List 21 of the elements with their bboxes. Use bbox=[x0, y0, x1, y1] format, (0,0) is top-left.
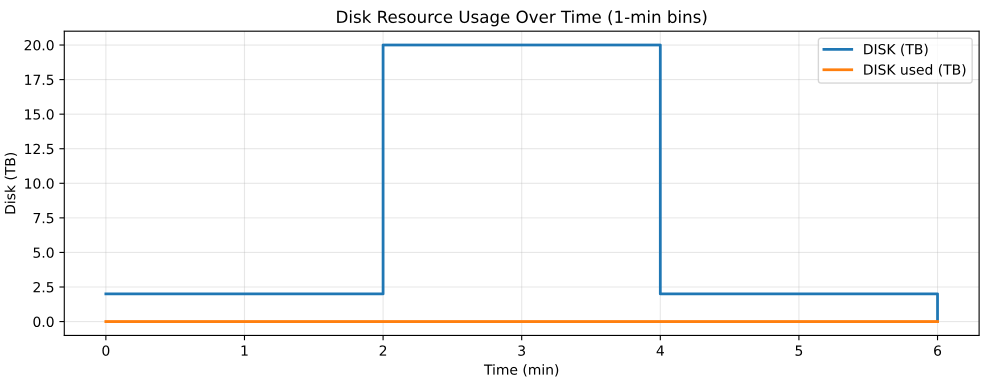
y-tick-label: 7.5 bbox=[34, 213, 54, 224]
x-axis-title: Time (min) bbox=[484, 364, 558, 377]
y-tick-label: 15.0 bbox=[25, 109, 54, 120]
y-tick-label: 2.5 bbox=[33, 282, 54, 292]
x-tick-label: 1 bbox=[242, 346, 248, 356]
x-tick-label: 5 bbox=[796, 346, 802, 356]
y-tick-label: 20.0 bbox=[24, 40, 54, 50]
x-tick-label: 3 bbox=[518, 345, 526, 356]
x-tick-label: 2 bbox=[380, 345, 386, 356]
y-tick-label: 17.5 bbox=[25, 74, 54, 86]
chart-title: Disk Resource Usage Over Time (1-min bins) bbox=[337, 10, 706, 26]
x-tick-label: 0 bbox=[102, 345, 110, 356]
y-axis-title: Disk (TB) bbox=[4, 152, 18, 214]
y-tick-label: 0.0 bbox=[33, 316, 54, 328]
y-tick-label: 10.0 bbox=[25, 178, 54, 189]
x-tick-label: 4 bbox=[656, 346, 664, 356]
y-tick-label: 12.5 bbox=[25, 144, 54, 154]
legend-label: DISK (TB) bbox=[864, 44, 928, 56]
y-tick-label: 5.0 bbox=[34, 247, 54, 258]
legend-label: DISK used (TB) bbox=[864, 64, 966, 76]
x-tick-label: 6 bbox=[934, 345, 942, 356]
